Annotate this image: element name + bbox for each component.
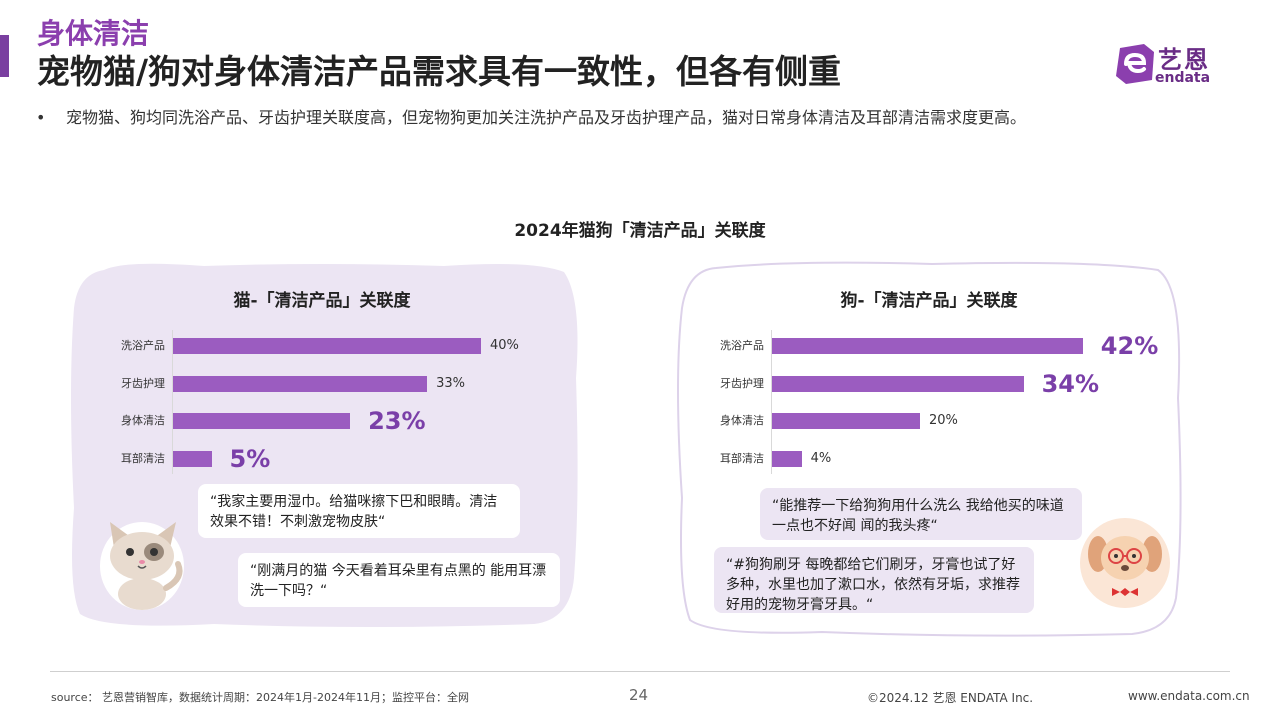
section-title: 身体清洁 — [37, 17, 150, 50]
dog-category-label: 身体清洁 — [720, 414, 764, 427]
dog-bar — [772, 376, 1024, 392]
cat-panel-title: 猫-「清洁产品」关联度 — [233, 291, 411, 311]
footer-url: www.endata.com.cn — [1128, 689, 1250, 703]
dog-quote-2: “#狗狗刷牙 每晚都给它们刷牙，牙膏也试了好多种，水里也加了漱口水，依然有牙垢，… — [714, 547, 1034, 613]
bullet-dot: • — [36, 108, 46, 127]
dog-panel-title: 狗-「清洁产品」关联度 — [840, 291, 1018, 311]
cat-category-label: 牙齿护理 — [121, 377, 165, 390]
footer-divider — [50, 671, 1230, 672]
dog-bar — [772, 451, 802, 467]
cat-quote-2: “刚满月的猫 今天看着耳朵里有点黑的 能用耳漂洗一下吗？“ — [238, 553, 560, 607]
logo-cn-text: 艺恩 — [1158, 46, 1210, 74]
cat-bar — [173, 376, 428, 392]
cat-bar — [173, 338, 481, 354]
dog-bar — [772, 413, 920, 429]
footer-copyright: ©2024.12 艺恩 ENDATA Inc. — [867, 691, 1034, 705]
dog-panel-background — [677, 261, 1182, 637]
dog-value-label: 4% — [810, 451, 832, 466]
dog-bar — [772, 338, 1083, 354]
endata-logo: 艺恩 endata — [1114, 40, 1244, 90]
cat-category-label: 身体清洁 — [121, 414, 165, 427]
cat-axis-line — [172, 330, 173, 474]
dog-category-label: 牙齿护理 — [720, 377, 764, 390]
bullet-text: 宠物猫、狗均同洗浴产品、牙齿护理关联度高，但宠物狗更加关注洗护产品及牙齿护理产品… — [66, 108, 1027, 127]
dog-value-label: 42% — [1100, 332, 1159, 360]
cat-bar — [173, 413, 351, 429]
cat-category-label: 洗浴产品 — [121, 339, 165, 352]
cat-value-label: 5% — [229, 445, 271, 473]
dog-axis-line — [771, 330, 772, 474]
cat-illustration-icon — [100, 522, 184, 610]
logo-en-text: endata — [1155, 70, 1211, 86]
dog-value-label: 20% — [929, 413, 958, 428]
dog-category-label: 耳部清洁 — [720, 452, 764, 465]
cat-value-label: 40% — [490, 338, 519, 353]
dog-category-label: 洗浴产品 — [720, 339, 764, 352]
cat-bar — [173, 451, 212, 467]
cat-value-label: 33% — [436, 376, 465, 391]
accent-bar — [0, 35, 9, 77]
dog-value-label: 34% — [1041, 370, 1100, 398]
main-chart-title: 2024年猫狗「清洁产品」关联度 — [514, 221, 766, 241]
page-number: 24 — [629, 686, 649, 704]
cat-category-label: 耳部清洁 — [121, 452, 165, 465]
logo-mark-icon — [1116, 44, 1154, 84]
dog-illustration-icon — [1080, 518, 1170, 608]
dog-quote-1: “能推荐一下给狗狗用什么洗么 我给他买的味道一点也不好闻 闻的我头疼“ — [760, 488, 1082, 540]
page-title: 宠物猫/狗对身体清洁产品需求具有一致性，但各有侧重 — [37, 52, 842, 91]
cat-value-label: 23% — [368, 407, 426, 435]
cat-quote-1: “我家主要用湿巾。给猫咪擦下巴和眼睛。清洁效果不错！不刺激宠物皮肤“ — [198, 484, 520, 538]
footer-source: source： 艺恩营销智库，数据统计周期：2024年1月-2024年11月；监… — [51, 691, 469, 704]
